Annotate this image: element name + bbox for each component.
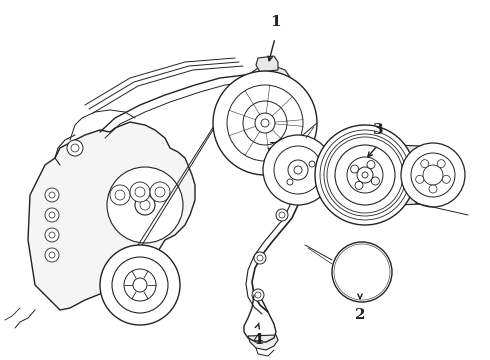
Circle shape bbox=[100, 245, 180, 325]
Circle shape bbox=[357, 267, 367, 277]
Circle shape bbox=[257, 255, 263, 261]
Circle shape bbox=[49, 192, 55, 198]
Circle shape bbox=[252, 289, 264, 301]
Circle shape bbox=[49, 232, 55, 238]
Circle shape bbox=[275, 175, 281, 181]
Circle shape bbox=[347, 157, 383, 193]
Circle shape bbox=[416, 175, 424, 183]
Text: 2: 2 bbox=[355, 308, 365, 322]
Circle shape bbox=[274, 146, 322, 194]
Polygon shape bbox=[247, 65, 292, 100]
Polygon shape bbox=[28, 122, 195, 310]
Circle shape bbox=[135, 187, 145, 197]
Circle shape bbox=[272, 172, 284, 184]
Circle shape bbox=[150, 182, 170, 202]
Circle shape bbox=[315, 125, 415, 225]
Circle shape bbox=[67, 140, 83, 156]
Circle shape bbox=[130, 182, 150, 202]
Circle shape bbox=[45, 228, 59, 242]
Circle shape bbox=[327, 137, 403, 213]
Circle shape bbox=[254, 252, 266, 264]
Circle shape bbox=[115, 190, 125, 200]
Circle shape bbox=[135, 195, 155, 215]
Circle shape bbox=[362, 172, 368, 178]
Circle shape bbox=[352, 262, 372, 282]
Circle shape bbox=[421, 160, 429, 168]
Polygon shape bbox=[395, 145, 447, 205]
Circle shape bbox=[124, 269, 156, 301]
Circle shape bbox=[371, 177, 379, 185]
Circle shape bbox=[45, 248, 59, 262]
Circle shape bbox=[336, 246, 388, 298]
Circle shape bbox=[355, 181, 363, 189]
Circle shape bbox=[112, 257, 168, 313]
Circle shape bbox=[334, 244, 390, 300]
Circle shape bbox=[49, 252, 55, 258]
Circle shape bbox=[357, 167, 373, 183]
Circle shape bbox=[133, 278, 147, 292]
Circle shape bbox=[110, 185, 130, 205]
Circle shape bbox=[294, 166, 302, 174]
Circle shape bbox=[338, 248, 386, 296]
Circle shape bbox=[49, 212, 55, 218]
Circle shape bbox=[255, 292, 261, 298]
Text: 3: 3 bbox=[373, 123, 383, 137]
Circle shape bbox=[367, 161, 375, 168]
Circle shape bbox=[276, 209, 288, 221]
Circle shape bbox=[429, 185, 437, 193]
Circle shape bbox=[71, 144, 79, 152]
Circle shape bbox=[437, 160, 445, 168]
Circle shape bbox=[332, 242, 392, 302]
Circle shape bbox=[155, 187, 165, 197]
Circle shape bbox=[140, 200, 150, 210]
Circle shape bbox=[227, 85, 303, 161]
Circle shape bbox=[324, 134, 406, 216]
Circle shape bbox=[335, 145, 395, 205]
Circle shape bbox=[401, 143, 465, 207]
Text: 1: 1 bbox=[270, 15, 280, 29]
Circle shape bbox=[213, 71, 317, 175]
Circle shape bbox=[345, 255, 379, 289]
Circle shape bbox=[45, 208, 59, 222]
Circle shape bbox=[287, 179, 293, 185]
Circle shape bbox=[279, 212, 285, 218]
Circle shape bbox=[351, 165, 359, 173]
Circle shape bbox=[309, 161, 315, 167]
Polygon shape bbox=[248, 335, 278, 350]
Circle shape bbox=[243, 101, 287, 145]
Circle shape bbox=[288, 160, 308, 180]
Circle shape bbox=[45, 188, 59, 202]
Circle shape bbox=[255, 113, 275, 133]
Circle shape bbox=[107, 167, 183, 243]
Circle shape bbox=[411, 153, 455, 197]
Circle shape bbox=[263, 135, 333, 205]
Circle shape bbox=[320, 130, 410, 220]
Circle shape bbox=[261, 119, 269, 127]
Circle shape bbox=[442, 175, 450, 183]
Circle shape bbox=[423, 165, 443, 185]
Polygon shape bbox=[256, 56, 278, 72]
Text: 4: 4 bbox=[253, 333, 263, 347]
